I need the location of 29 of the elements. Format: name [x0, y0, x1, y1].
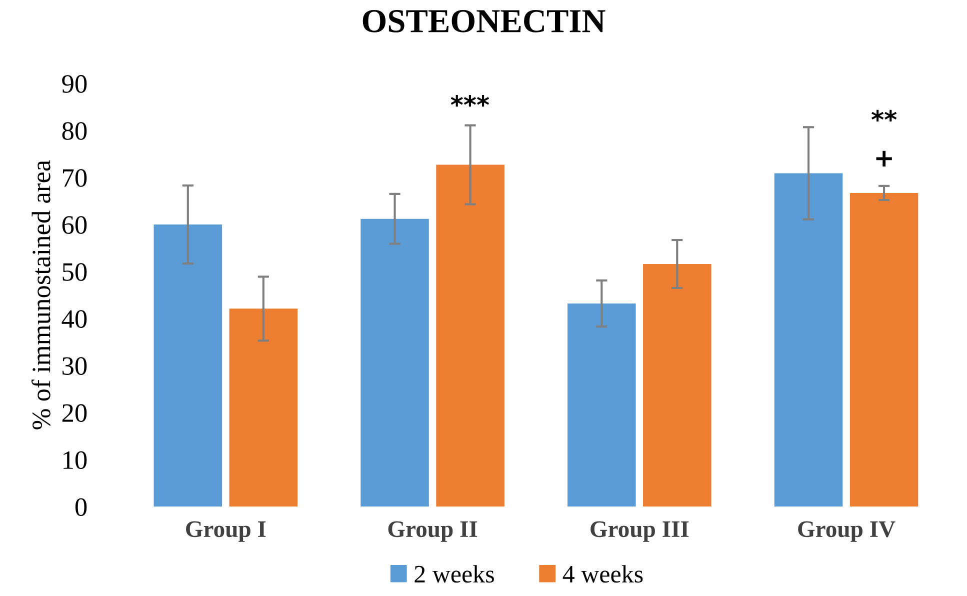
legend-label: 2 weeks: [414, 565, 494, 583]
y-tick-label: 60: [62, 216, 87, 234]
y-tick-label: 40: [62, 310, 87, 328]
y-tick-label: 90: [62, 75, 87, 93]
bar: [360, 218, 429, 507]
y-tick-label: 80: [62, 122, 87, 140]
bar: [154, 224, 222, 507]
bar: [850, 192, 918, 507]
y-tick-label: 30: [62, 357, 87, 375]
y-tick-label: 0: [75, 498, 87, 516]
x-tick-label: Group IV: [798, 521, 896, 542]
bar: [568, 303, 636, 507]
bar: [436, 164, 504, 507]
legend-label: 4 weeks: [562, 565, 643, 583]
y-tick-label: 20: [62, 404, 87, 422]
bar: [229, 308, 298, 507]
y-tick-label: 50: [62, 263, 87, 281]
y-axis-title: % of immunostained area: [32, 160, 50, 430]
annotation: **: [872, 110, 897, 122]
x-tick-label: Group I: [186, 521, 266, 542]
x-tick-label: Group II: [388, 521, 478, 542]
bar: [774, 173, 843, 507]
bar: [643, 264, 712, 507]
annotation: ***: [450, 95, 490, 107]
y-tick-label: 70: [62, 169, 87, 187]
y-tick-label: 10: [64, 451, 87, 469]
annotation: +: [876, 150, 892, 167]
chart-title: OSTEONECTIN: [362, 10, 606, 32]
x-tick-label: Group III: [590, 521, 689, 542]
